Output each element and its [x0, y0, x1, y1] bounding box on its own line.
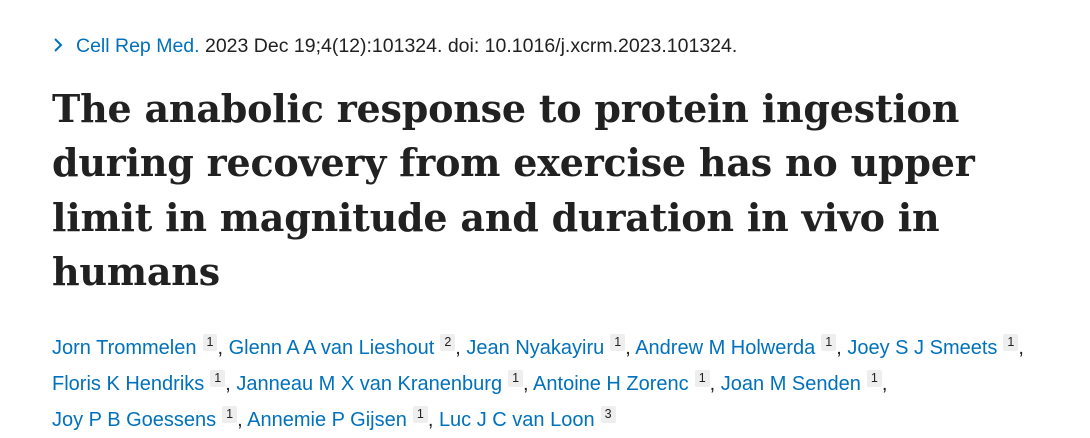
author-item: Annemie P Gijsen 1: [247, 405, 428, 431]
author-link[interactable]: Glenn A A van Lieshout: [228, 336, 435, 359]
journal-link[interactable]: Cell Rep Med.: [76, 35, 200, 57]
affiliation-badge[interactable]: 1: [222, 405, 238, 423]
affiliation-badge[interactable]: 1: [412, 405, 428, 423]
author-link[interactable]: Luc J C van Loon: [438, 408, 595, 431]
author-item: Janneau M X van Kranenburg 1: [236, 369, 524, 395]
chevron-right-icon[interactable]: [52, 34, 66, 60]
affiliation-badge[interactable]: 1: [508, 369, 524, 387]
author-link[interactable]: Janneau M X van Kranenburg: [236, 372, 503, 395]
author-item: Jean Nyakayiru 1: [466, 333, 626, 359]
article-title: The anabolic response to protein ingesti…: [52, 85, 975, 295]
author-item: Floris K Hendriks 1: [52, 369, 226, 395]
author-link[interactable]: Jorn Trommelen: [52, 336, 197, 359]
affiliation-badge[interactable]: 1: [210, 369, 226, 387]
author-link[interactable]: Jean Nyakayiru: [466, 336, 605, 359]
author-item: Joy P B Goessens 1: [52, 405, 238, 431]
author-link[interactable]: Joy P B Goessens: [52, 408, 217, 431]
author-link[interactable]: Joey S J Smeets: [847, 336, 998, 359]
author-link[interactable]: Antoine H Zorenc: [533, 372, 689, 395]
author-item: Glenn A A van Lieshout 2: [228, 333, 456, 359]
author-item: Andrew M Holwerda 1: [635, 333, 837, 359]
affiliation-badge[interactable]: 3: [600, 405, 616, 423]
author-item: Joan M Senden 1: [720, 369, 882, 395]
affiliation-badge[interactable]: 1: [821, 333, 837, 351]
affiliation-badge[interactable]: 1: [694, 369, 710, 387]
affiliation-badge[interactable]: 1: [202, 333, 218, 351]
author-item: Joey S J Smeets 1: [847, 333, 1019, 359]
author-item: Antoine H Zorenc 1: [533, 369, 710, 395]
citation-line: Cell Rep Med. 2023 Dec 19;4(12):101324. …: [52, 33, 1090, 60]
author-link[interactable]: Floris K Hendriks: [52, 372, 205, 395]
citation-details: 2023 Dec 19;4(12):101324. doi: 10.1016/j…: [199, 35, 738, 57]
author-link[interactable]: Joan M Senden: [720, 372, 861, 395]
affiliation-badge[interactable]: 1: [1003, 333, 1019, 351]
author-link[interactable]: Annemie P Gijsen: [247, 408, 407, 431]
author-item: Luc J C van Loon 3: [438, 405, 616, 431]
author-item: Jorn Trommelen 1: [52, 333, 218, 359]
affiliation-badge[interactable]: 1: [866, 369, 882, 387]
author-link[interactable]: Andrew M Holwerda: [635, 336, 816, 359]
affiliation-badge[interactable]: 1: [610, 333, 626, 351]
affiliation-badge[interactable]: 2: [440, 333, 456, 351]
author-list: Jorn Trommelen 1, Glenn A A van Lieshout 2…: [52, 333, 1024, 431]
